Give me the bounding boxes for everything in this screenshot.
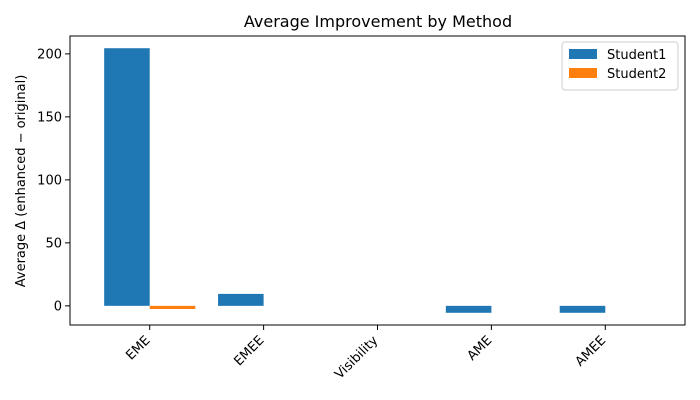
legend-label-student1: Student1 [607, 48, 666, 63]
legend: Student1 Student2 [561, 41, 679, 91]
bar-student1-amee [559, 305, 606, 313]
legend-swatch-student1 [569, 49, 597, 59]
x-tick-label: AME [465, 333, 496, 364]
x-tick-label: Visibility [332, 333, 381, 382]
plot-frame [69, 35, 686, 326]
y-tick-label: 0 [54, 299, 62, 314]
x-tick-label: EMEE [231, 333, 267, 369]
y-axis-label: Average Δ (enhanced − original) [14, 75, 29, 288]
legend-swatch-student2 [569, 68, 597, 78]
bar-student1-emee [218, 293, 264, 306]
x-tick-label: AMEE [573, 333, 609, 369]
legend-label-student2: Student2 [607, 67, 666, 82]
x-tick-label: EME [123, 333, 153, 363]
y-tick-label: 200 [37, 47, 62, 62]
x-axis: EME EMEE Visibility AME AMEE [123, 325, 609, 382]
y-tick-label: 50 [45, 236, 62, 251]
chart-title: Average Improvement by Method [244, 12, 512, 31]
bar-student1-ame [445, 305, 492, 313]
y-axis: 0 50 100 150 200 [37, 47, 70, 314]
bar-student2-eme [149, 305, 196, 310]
y-tick-label: 100 [37, 173, 62, 188]
bar-student1-eme [104, 48, 150, 306]
y-tick-label: 150 [37, 110, 62, 125]
bars-layer [104, 48, 606, 313]
